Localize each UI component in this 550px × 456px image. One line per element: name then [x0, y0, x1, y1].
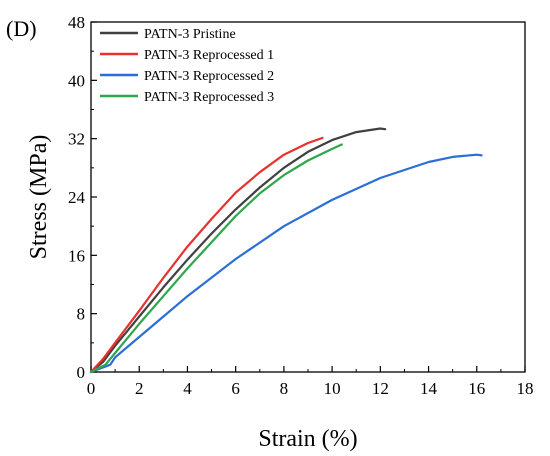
y-tick-label: 0	[77, 363, 86, 382]
series-line-3	[89, 153, 483, 374]
x-tick-label: 4	[183, 379, 192, 398]
x-tick-label: 8	[280, 379, 289, 398]
x-tick-label: 10	[324, 379, 341, 398]
legend-label: PATN-3 Reprocessed 2	[144, 69, 274, 84]
series-line-4	[89, 143, 343, 374]
series-line-1	[89, 127, 387, 374]
y-axis-title: Stress (MPa)	[26, 135, 52, 260]
panel-label: (D)	[6, 16, 37, 41]
series-line-2	[89, 136, 324, 374]
y-tick-label: 48	[68, 13, 85, 32]
series-layer	[89, 127, 483, 374]
y-tick-label: 32	[68, 130, 85, 149]
y-tick-label: 8	[77, 305, 86, 324]
legend-label: PATN-3 Reprocessed 3	[144, 90, 274, 105]
x-tick-label: 16	[468, 379, 485, 398]
y-tick-label: 40	[68, 71, 85, 90]
x-tick-label: 6	[231, 379, 240, 398]
legend-label: PATN-3 Pristine	[144, 27, 236, 42]
legend-label: PATN-3 Reprocessed 1	[144, 48, 274, 63]
y-tick-label: 24	[68, 188, 86, 207]
y-tick-label: 16	[68, 246, 85, 265]
x-tick-label: 14	[420, 379, 438, 398]
x-tick-label: 2	[135, 379, 144, 398]
legend: PATN-3 Pristine PATN-3 Reprocessed 1 PATN-…	[100, 27, 274, 105]
x-tick-label: 12	[372, 379, 389, 398]
x-tick-label: 0	[87, 379, 96, 398]
x-tick-label: 18	[517, 379, 534, 398]
x-axis-title: Strain (%)	[258, 426, 357, 452]
